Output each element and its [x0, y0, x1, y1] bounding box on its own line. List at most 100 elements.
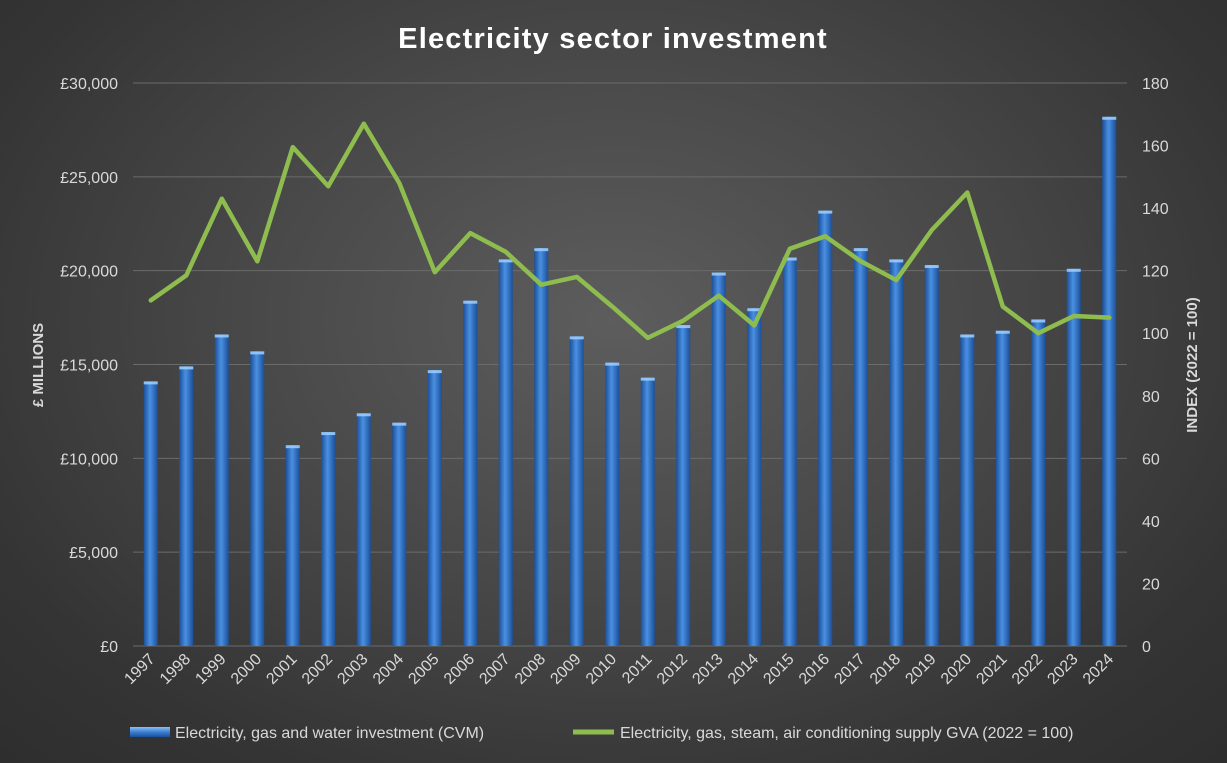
bar	[1102, 116, 1117, 646]
bar-cap	[1102, 116, 1117, 120]
bar	[179, 366, 194, 646]
bar	[853, 248, 868, 646]
bar-cap	[250, 351, 265, 355]
bar-cap	[534, 248, 549, 252]
bar-cap	[711, 272, 726, 276]
x-axis-ticks: 1997199819992000200120022003200420052006…	[121, 651, 1117, 688]
x-tick-label: 2002	[299, 651, 336, 688]
bar-cap	[747, 308, 762, 312]
left-tick-label: £25,000	[60, 170, 118, 187]
bar	[818, 210, 833, 646]
x-tick-label: 2005	[405, 651, 442, 688]
right-tick-label: 60	[1142, 451, 1160, 468]
bar	[427, 370, 442, 646]
x-tick-label: 2000	[228, 651, 265, 688]
left-axis-ticks: £0 £5,000 £10,000 £15,000 £20,000 £25,000 £30,…	[60, 76, 118, 656]
x-tick-label: 2013	[689, 651, 726, 688]
bar-cap	[995, 330, 1010, 334]
bar-cap	[214, 334, 229, 338]
bar	[356, 413, 371, 646]
bar-cap	[605, 362, 620, 366]
bar-cap	[321, 432, 336, 436]
bar-cap	[463, 300, 478, 304]
x-tick-label: 2004	[370, 651, 407, 688]
right-tick-label: 80	[1142, 389, 1160, 406]
x-tick-label: 2009	[547, 651, 584, 688]
bar-cap	[853, 248, 868, 252]
bar	[143, 381, 158, 646]
legend-swatch-bar	[130, 727, 170, 737]
left-tick-label: £10,000	[60, 451, 118, 468]
right-tick-label: 20	[1142, 576, 1160, 593]
bar-cap	[782, 257, 797, 261]
bar	[605, 362, 620, 646]
chart-title: Electricity sector investment	[398, 23, 828, 55]
bar	[640, 377, 655, 646]
left-tick-label: £5,000	[69, 545, 118, 562]
x-tick-label: 2008	[512, 651, 549, 688]
left-tick-label: £30,000	[60, 76, 118, 93]
bar	[747, 308, 762, 646]
bar	[250, 351, 265, 646]
right-tick-label: 140	[1142, 201, 1169, 218]
x-tick-label: 2007	[476, 651, 513, 688]
legend-item-line: Electricity, gas, steam, air conditionin…	[573, 725, 1073, 742]
bar	[960, 334, 975, 646]
left-axis-title: £ MILLIONS	[30, 323, 47, 407]
x-tick-label: 2019	[902, 651, 939, 688]
x-tick-label: 2023	[1044, 651, 1081, 688]
bar-cap	[569, 336, 584, 340]
legend: Electricity, gas and water investment (C…	[130, 725, 1073, 742]
bar-cap	[498, 259, 513, 263]
left-tick-label: £20,000	[60, 264, 118, 281]
x-tick-label: 1997	[121, 651, 158, 688]
bar-cap	[427, 370, 442, 374]
bar-cap	[392, 422, 407, 426]
bar-cap	[818, 210, 833, 214]
line-series	[148, 121, 1112, 341]
x-tick-label: 2015	[760, 651, 797, 688]
bar-cap	[640, 377, 655, 381]
x-tick-label: 2021	[973, 651, 1010, 688]
legend-label-line: Electricity, gas, steam, air conditionin…	[620, 725, 1073, 742]
bar	[463, 300, 478, 646]
x-tick-label: 2018	[867, 651, 904, 688]
bar	[676, 325, 691, 646]
bar-cap	[356, 413, 371, 417]
bar-cap	[285, 445, 300, 449]
x-tick-label: 2011	[619, 651, 655, 687]
bar-cap	[676, 325, 691, 329]
x-tick-label: 2017	[831, 651, 868, 688]
bar	[782, 257, 797, 646]
bar-cap	[889, 259, 904, 263]
bar-cap	[924, 265, 939, 269]
x-tick-label: 2022	[1009, 651, 1046, 688]
left-tick-label: £15,000	[60, 358, 118, 375]
bar	[498, 259, 513, 646]
bar	[1066, 268, 1081, 646]
bar	[285, 445, 300, 646]
bar	[889, 259, 904, 646]
right-tick-label: 180	[1142, 76, 1169, 93]
x-tick-label: 2012	[654, 651, 691, 688]
bar	[392, 422, 407, 646]
right-axis-ticks: 0 20 40 60 80 100 120 140 160 180	[1142, 76, 1169, 656]
legend-item-bar: Electricity, gas and water investment (C…	[130, 725, 484, 742]
x-tick-label: 2016	[796, 651, 833, 688]
bar	[534, 248, 549, 646]
x-tick-label: 1998	[157, 651, 194, 688]
bar	[569, 336, 584, 646]
bar	[995, 330, 1010, 646]
right-tick-label: 100	[1142, 326, 1169, 343]
right-tick-label: 160	[1142, 139, 1169, 156]
bar-cap	[179, 366, 194, 370]
x-tick-label: 2010	[583, 651, 620, 688]
bar	[924, 265, 939, 646]
gridlines	[133, 82, 1127, 647]
x-tick-label: 2006	[441, 651, 478, 688]
bar-series	[143, 116, 1117, 646]
right-tick-label: 40	[1142, 514, 1160, 531]
x-tick-label: 2014	[725, 651, 762, 688]
